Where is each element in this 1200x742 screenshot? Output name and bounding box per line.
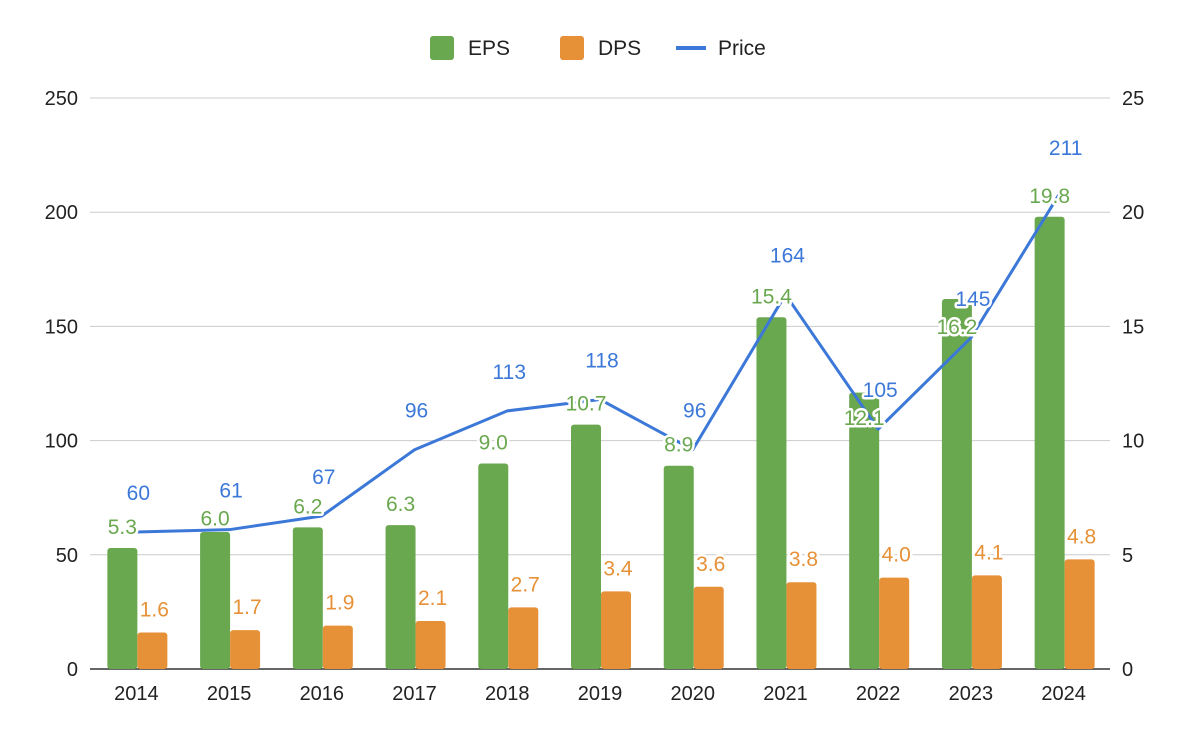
eps-data-label: 6.2 [293, 495, 322, 518]
eps-data-label: 15.4 [751, 285, 792, 308]
dps-bar [508, 607, 539, 669]
eps-bar [107, 547, 138, 669]
eps-legend-label: EPS [468, 37, 510, 60]
dps-data-label: 3.4 [603, 557, 633, 580]
dps-bar [693, 586, 724, 669]
dps-bar [786, 582, 817, 669]
price-data-label: 60 [127, 482, 150, 505]
eps-bar [756, 317, 787, 669]
price-data-label: 211 [1049, 137, 1082, 160]
dps-data-label: 2.1 [418, 587, 447, 610]
x-axis-tick-label: 2017 [392, 683, 437, 705]
right-axis-tick-label: 15 [1122, 316, 1144, 338]
dps-bar [1064, 559, 1095, 669]
x-axis-tick-label: 2020 [670, 683, 715, 705]
left-axis-tick-label: 0 [67, 659, 78, 681]
dps-data-label: 3.6 [696, 553, 725, 576]
price-line [136, 186, 1065, 534]
x-axis: 2014 2015 2016 2017 2018 2019 2020 2021 2022 2023… [114, 683, 1086, 705]
right-axis-tick-label: 0 [1122, 659, 1133, 681]
right-axis: 0 5 10 15 20 25 [1122, 88, 1144, 681]
left-axis-tick-label: 250 [45, 88, 78, 110]
price-data-label: 113 [493, 361, 526, 384]
eps-bar [200, 531, 231, 669]
price-data-label: 96 [683, 400, 706, 423]
dps-legend-label: DPS [598, 37, 641, 60]
price-data-label: 67 [312, 466, 335, 489]
dps-data-label: 1.9 [325, 592, 354, 615]
left-axis: 0 50 100 150 200 250 [45, 88, 78, 681]
price-legend-label: Price [718, 37, 766, 60]
dps-legend-swatch [560, 36, 584, 60]
price-data-label: 145 [955, 288, 990, 311]
x-axis-tick-label: 2022 [856, 683, 901, 705]
dps-data-label: 3.8 [789, 548, 818, 571]
dps-data-label: 1.7 [232, 596, 261, 619]
eps-bar [571, 424, 601, 669]
dps-bar [322, 625, 353, 669]
dps-bar [879, 577, 910, 669]
dps-bar [137, 632, 168, 669]
eps-data-label: 6.3 [386, 493, 415, 516]
line-series [136, 186, 1065, 534]
right-axis-tick-label: 5 [1122, 545, 1133, 567]
legend: EPS DPS Price [430, 36, 766, 60]
right-axis-tick-label: 20 [1122, 202, 1144, 224]
bar-series [107, 216, 1095, 669]
dps-data-label: 4.1 [974, 541, 1003, 564]
eps-bar [1034, 216, 1065, 669]
x-axis-tick-label: 2014 [114, 683, 159, 705]
x-axis-tick-label: 2019 [578, 683, 623, 705]
price-data-label: 105 [863, 379, 898, 402]
eps-bar [849, 392, 880, 669]
dps-data-label: 2.7 [511, 573, 540, 596]
price-data-label: 118 [585, 349, 618, 372]
eps-bar [941, 298, 972, 669]
dps-bar [971, 575, 1002, 669]
eps-data-label: 19.8 [1029, 185, 1070, 208]
eps-data-label: 6.0 [200, 508, 229, 531]
price-data-label: 61 [219, 480, 242, 503]
dps-data-label: 1.6 [140, 598, 169, 621]
eps-bar [478, 463, 509, 669]
left-axis-tick-label: 100 [45, 431, 78, 453]
eps-bar [663, 465, 694, 669]
price-data-label: 164 [770, 244, 805, 267]
x-axis-tick-label: 2015 [207, 683, 252, 705]
dps-bar [230, 630, 261, 669]
eps-data-label: 10.7 [566, 393, 607, 416]
price-data-label: 96 [405, 400, 428, 423]
eps-bar [292, 527, 323, 669]
eps-data-label: 12.1 [844, 407, 885, 430]
dps-data-label: 4.8 [1067, 525, 1096, 548]
x-axis-tick-label: 2016 [300, 683, 345, 705]
eps-legend-swatch [430, 36, 454, 60]
left-axis-tick-label: 150 [45, 316, 78, 338]
dps-bar [415, 621, 446, 669]
dps-data-label: 4.0 [882, 544, 911, 567]
x-axis-tick-label: 2018 [485, 683, 530, 705]
left-axis-tick-label: 200 [45, 202, 78, 224]
left-axis-tick-label: 50 [56, 545, 78, 567]
x-axis-tick-label: 2023 [949, 683, 994, 705]
x-axis-tick-label: 2024 [1041, 683, 1086, 705]
dps-bar [601, 591, 631, 669]
eps-data-label: 5.3 [108, 516, 137, 539]
x-axis-tick-label: 2021 [763, 683, 808, 705]
eps-data-label: 16.2 [936, 316, 977, 339]
eps-data-label: 8.9 [664, 434, 693, 457]
data-labels: 60 61 67 96 113 118 96 164 105 145 211 5.3 6.0 6.2 6.3… [105, 135, 1098, 624]
right-axis-tick-label: 25 [1122, 88, 1144, 110]
eps-data-label: 9.0 [479, 431, 508, 454]
right-axis-tick-label: 10 [1122, 431, 1144, 453]
eps-bar [385, 525, 416, 669]
